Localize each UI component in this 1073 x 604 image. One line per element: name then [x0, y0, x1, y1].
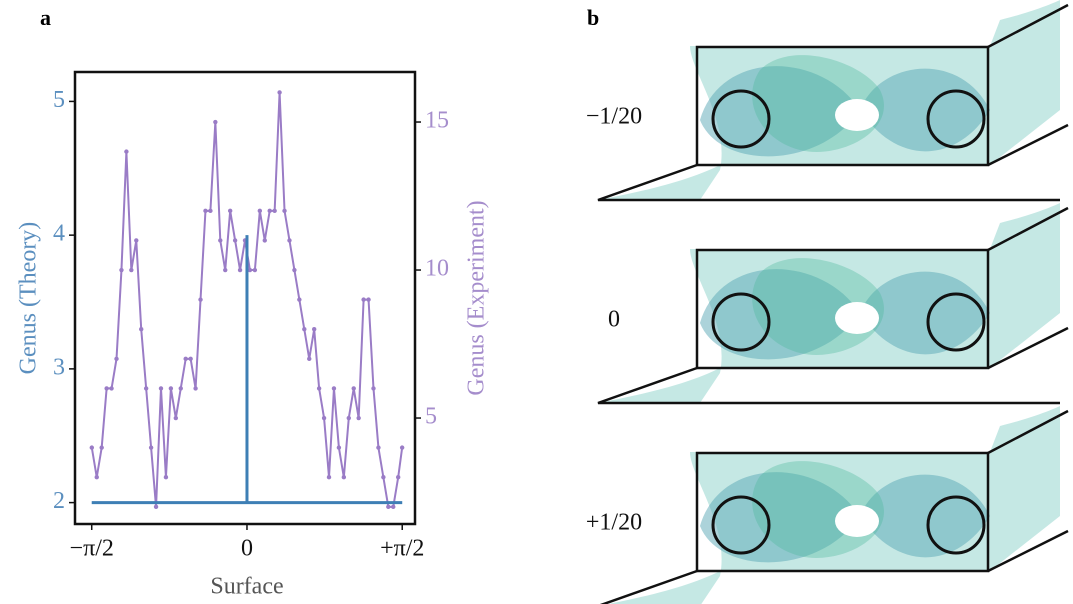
data-point: [356, 416, 360, 420]
data-point: [352, 386, 356, 390]
data-point: [203, 209, 207, 213]
data-point: [193, 386, 197, 390]
row-label: +1/20: [586, 510, 642, 536]
data-point: [272, 209, 276, 213]
data-point: [99, 445, 103, 449]
data-point: [253, 268, 257, 272]
y-tick-label: 3: [53, 354, 65, 380]
data-point: [223, 268, 227, 272]
data-point: [228, 209, 232, 213]
data-point: [391, 505, 395, 509]
data-point: [312, 327, 316, 331]
data-point: [307, 357, 311, 361]
data-point: [208, 209, 212, 213]
data-point: [297, 297, 301, 301]
data-point: [179, 386, 183, 390]
surface-render: [598, 0, 1068, 200]
x-tick-label: 0: [241, 536, 253, 562]
data-point: [218, 238, 222, 242]
data-point: [302, 327, 306, 331]
data-point: [287, 238, 291, 242]
data-point: [282, 209, 286, 213]
data-point: [90, 445, 94, 449]
data-point: [238, 268, 242, 272]
data-point: [258, 209, 262, 213]
data-point: [198, 297, 202, 301]
data-point: [396, 475, 400, 479]
data-point: [159, 386, 163, 390]
data-point: [114, 357, 118, 361]
panel-label: a: [40, 5, 51, 30]
y-tick-label: 4: [53, 221, 65, 247]
data-point: [327, 475, 331, 479]
y2-tick-label: 5: [425, 404, 437, 430]
data-point: [169, 386, 173, 390]
data-point: [366, 297, 370, 301]
x-axis-label: Surface: [210, 574, 283, 600]
data-point: [95, 475, 99, 479]
row-label: 0: [608, 307, 620, 333]
data-point: [400, 445, 404, 449]
data-point: [342, 475, 346, 479]
figure: a b Surface Genus (Theory) Genus (Experi…: [0, 0, 1073, 604]
data-point: [376, 445, 380, 449]
data-point: [381, 475, 385, 479]
surface-render: [598, 406, 1068, 604]
y2-tick-label: 15: [425, 108, 449, 134]
panel-label: b: [587, 5, 599, 30]
y2-axis-label: Genus (Experiment): [464, 200, 490, 395]
data-point: [109, 386, 113, 390]
surface-hole: [835, 505, 879, 537]
row-label: −1/20: [586, 104, 642, 130]
data-point: [183, 357, 187, 361]
data-point: [361, 297, 365, 301]
surface-render: [598, 203, 1068, 403]
data-point: [386, 505, 390, 509]
surface-hole: [835, 99, 879, 131]
data-point: [188, 357, 192, 361]
data-point: [154, 505, 158, 509]
data-point: [347, 416, 351, 420]
data-point: [144, 386, 148, 390]
y-tick-label: 2: [53, 488, 65, 514]
data-point: [174, 416, 178, 420]
y-tick-label: 5: [53, 87, 65, 113]
x-tick-label: +π/2: [380, 536, 424, 562]
data-point: [129, 268, 133, 272]
data-point: [104, 386, 108, 390]
data-point: [233, 238, 237, 242]
data-point: [149, 445, 153, 449]
data-point: [164, 475, 168, 479]
data-point: [268, 209, 272, 213]
data-point: [124, 149, 128, 153]
surface-hole: [835, 302, 879, 334]
y-axis-label: Genus (Theory): [16, 222, 42, 375]
data-point: [263, 238, 267, 242]
data-point: [317, 386, 321, 390]
data-point: [119, 268, 123, 272]
data-point: [213, 120, 217, 124]
data-point: [332, 386, 336, 390]
data-point: [277, 90, 281, 94]
x-tick-label: −π/2: [70, 536, 114, 562]
data-point: [139, 327, 143, 331]
data-point: [134, 238, 138, 242]
data-point: [337, 445, 341, 449]
y2-tick-label: 10: [425, 256, 449, 282]
data-point: [371, 386, 375, 390]
data-point: [322, 416, 326, 420]
data-point: [292, 268, 296, 272]
